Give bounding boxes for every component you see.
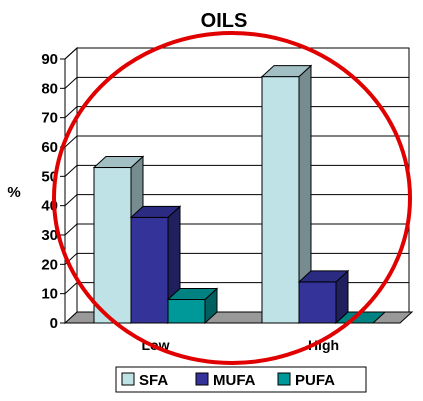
gridline-side [64,106,78,119]
bar-top [129,205,182,218]
legend-label: MUFA [213,372,256,389]
bar [334,311,387,324]
gridline-side [64,135,78,148]
y-tick-label: 60 [41,139,58,156]
bar-top [92,156,145,169]
bar [260,64,313,325]
bar-top [260,65,313,78]
legend-label: SFA [139,372,168,389]
red-circle-annotation [52,31,412,365]
side-wall [64,46,78,325]
bar-top [297,270,350,283]
bar-front [130,216,169,324]
y-tick-label: 10 [41,286,58,303]
y-tick-label: 20 [41,256,58,273]
bar-front [298,281,337,324]
y-axis-label: % [7,184,20,201]
y-tick-label: 30 [41,227,58,244]
bar-top [334,311,387,324]
bar [166,287,219,325]
bar-front [93,167,132,324]
gridline-side [64,76,78,89]
legend: SFA MUFA PUFA [115,366,367,393]
gridline-side [64,194,78,207]
bar-front [167,299,206,324]
y-tick-label: 70 [41,110,58,127]
gridline-side [64,223,78,236]
legend-box [115,366,367,393]
y-tick-label: 90 [41,51,58,68]
y-tick-label: 0 [50,315,58,332]
chart-title: OILS [201,10,248,32]
bar [297,269,350,325]
gridline-side [64,164,78,177]
gridline-side [64,282,78,295]
y-tick-label: 80 [41,80,58,97]
legend-label: PUFA [295,372,335,389]
bar [129,205,182,325]
bar-top [166,288,219,301]
legend-swatch [195,372,209,386]
bar-front [261,76,300,324]
legend-swatch [277,372,291,386]
legend-swatch [121,372,135,386]
category-label: High [308,337,339,353]
gridline-side [64,47,78,60]
